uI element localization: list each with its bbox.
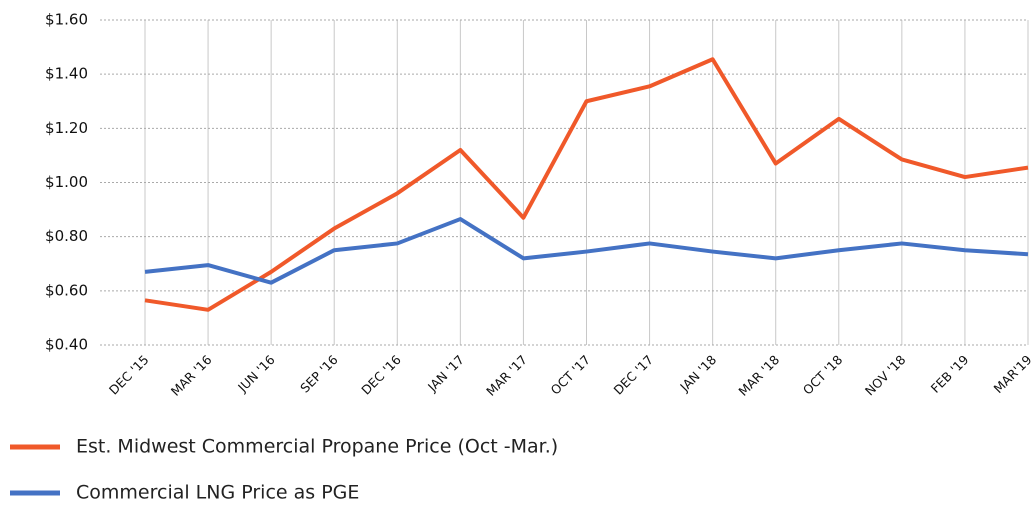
x-tick-label: DEC '16 — [358, 352, 404, 398]
x-tick-label: JUN '16 — [234, 352, 278, 396]
x-tick-label: MAR '18 — [735, 352, 782, 399]
x-tick-label: FEB '19 — [928, 352, 972, 396]
x-tick-label: OCT '18 — [800, 352, 846, 398]
y-tick-label: $1.20 — [45, 119, 88, 137]
x-tick-label: JAN '18 — [676, 352, 719, 395]
y-tick-label: $0.40 — [45, 336, 88, 354]
y-tick-label: $1.40 — [45, 65, 88, 83]
y-tick-label: $0.80 — [45, 227, 88, 245]
x-tick-label: OCT '17 — [547, 352, 593, 398]
x-tick-label: NOV '18 — [862, 352, 909, 399]
x-tick-label: MAR'19 — [990, 352, 1031, 396]
y-tick-label: $0.60 — [45, 281, 88, 299]
x-tick-label: DEC '17 — [611, 352, 657, 398]
x-tick-label: JAN '17 — [424, 352, 467, 395]
series-line — [144, 57, 1029, 312]
legend-label: Commercial LNG Price as PGE — [76, 482, 359, 504]
x-tick-label: MAR '16 — [168, 352, 215, 399]
x-tick-label: DEC '15 — [106, 352, 152, 398]
y-tick-label: $1.00 — [45, 173, 88, 191]
legend-label: Est. Midwest Commercial Propane Price (O… — [76, 436, 558, 458]
x-tick-label: MAR '17 — [483, 352, 530, 399]
y-tick-label: $1.60 — [45, 11, 88, 29]
x-tick-label: SEP '16 — [297, 352, 341, 396]
series-line — [144, 217, 1029, 285]
